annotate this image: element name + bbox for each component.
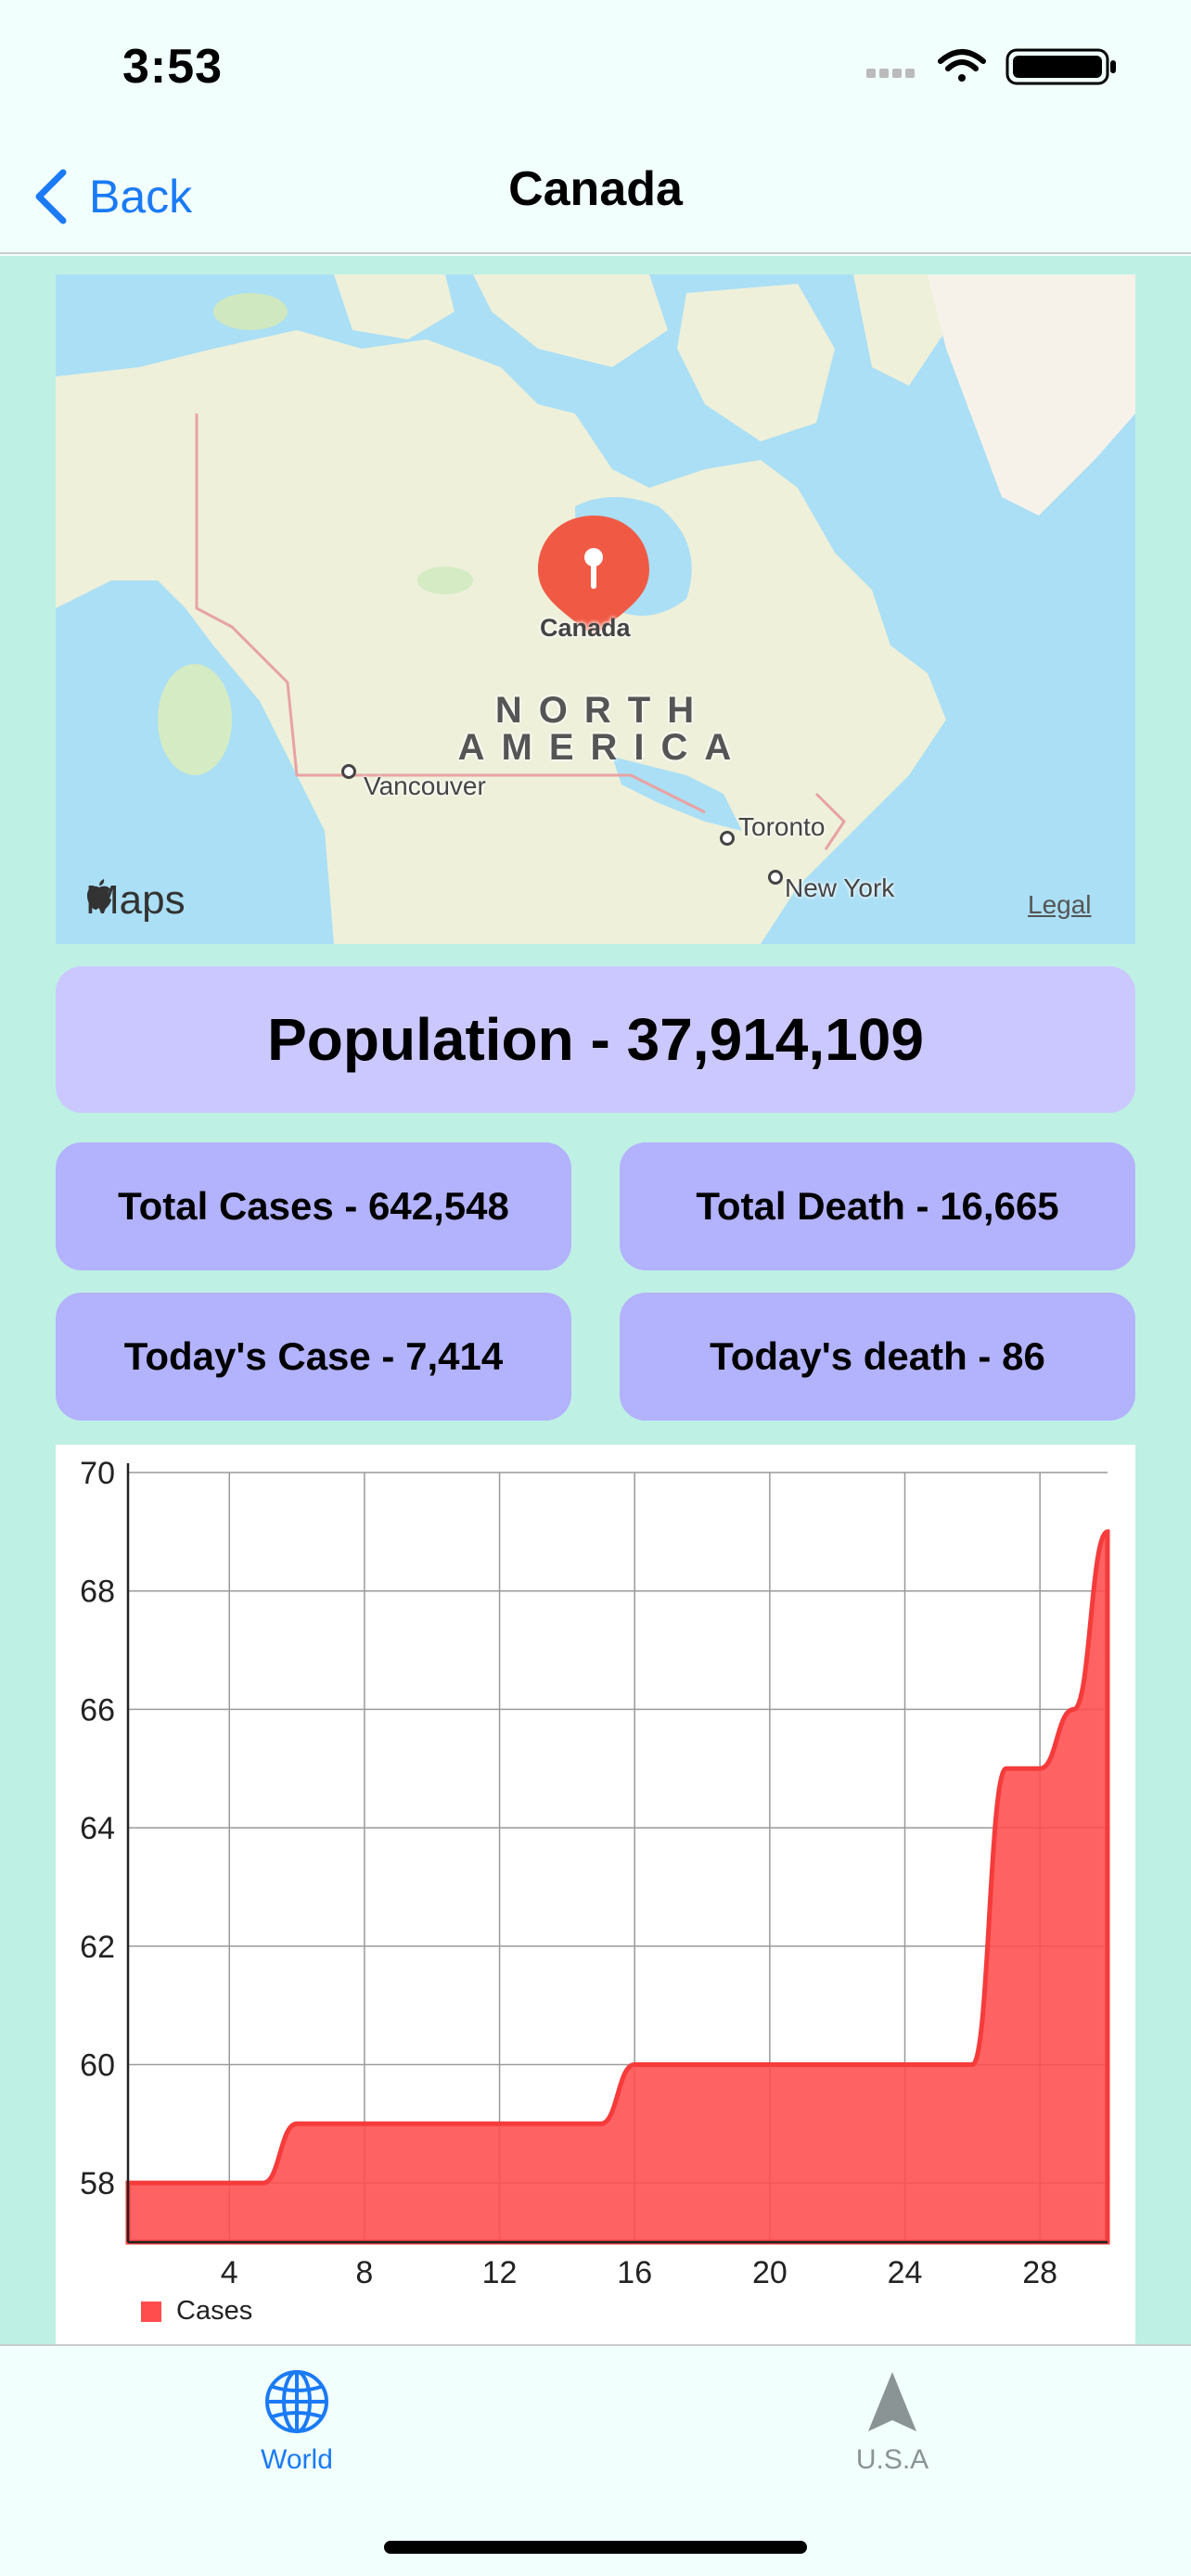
legal-link[interactable]: Legal <box>1028 890 1092 919</box>
x-tick-label: 16 <box>617 2255 652 2290</box>
battery-icon <box>1005 48 1116 85</box>
city-label-toronto: Toronto <box>738 812 826 841</box>
legend-label: Cases <box>176 2296 253 2326</box>
country-detail: Canada NORTH AMERICA Vancouver Toronto N… <box>0 256 1191 2344</box>
tab-usa[interactable]: U.S.A <box>781 2368 1004 2498</box>
location-arrow-icon <box>868 2372 916 2431</box>
x-tick-label: 28 <box>1022 2255 1057 2290</box>
city-dot-new-york <box>768 870 783 885</box>
population-card: Population - 37,914,109 <box>56 966 1135 1113</box>
city-label-new-york: New York <box>785 874 895 902</box>
tab-world[interactable]: World <box>186 2368 408 2498</box>
back-button[interactable]: Back <box>32 159 192 234</box>
globe-icon <box>265 2370 328 2433</box>
x-tick-label: 20 <box>752 2255 788 2290</box>
x-tick-label: 8 <box>355 2255 373 2290</box>
page-title: Canada <box>508 162 683 216</box>
apple-logo-icon <box>87 879 111 910</box>
city-label-vancouver: Vancouver <box>364 772 486 800</box>
legend-swatch <box>141 2301 161 2322</box>
maps-logo: Maps <box>85 877 186 924</box>
series-area-cases <box>125 1529 1110 2245</box>
todays-death-card: Today's death - 86 <box>620 1293 1135 1421</box>
location-pin-icon <box>538 516 649 636</box>
home-indicator <box>384 2541 807 2554</box>
status-bar: 3:53 <box>0 0 1191 139</box>
status-icons <box>866 48 1116 85</box>
city-dot-vancouver <box>341 764 356 779</box>
status-time: 3:53 <box>122 40 224 94</box>
total-death-card: Total Death - 16,665 <box>620 1142 1135 1270</box>
y-tick-label: 66 <box>80 1692 115 1728</box>
y-tick-label: 68 <box>80 1575 115 1610</box>
tab-usa-label: U.S.A <box>855 2444 929 2475</box>
x-tick-label: 12 <box>482 2255 518 2290</box>
map-region-line1: NORTH <box>494 690 711 731</box>
x-tick-label: 24 <box>888 2255 923 2290</box>
cases-chart-svg: 4 8 12 16 20 24 28 58 60 62 64 66 68 70 <box>80 1456 1110 2290</box>
x-tick-label: 4 <box>221 2255 238 2290</box>
chart-legend: Cases <box>141 2296 252 2327</box>
tab-world-label: World <box>261 2444 333 2475</box>
y-tick-label: 58 <box>80 2166 115 2201</box>
total-cases-card: Total Cases - 642,548 <box>56 1142 571 1270</box>
cases-chart[interactable]: 4 8 12 16 20 24 28 58 60 62 64 66 68 70 Cases <box>56 1445 1135 2344</box>
map-pin-label: Canada <box>540 614 631 642</box>
todays-case-card: Today's Case - 7,414 <box>56 1293 571 1421</box>
map-graphic <box>56 274 1135 944</box>
map-view[interactable]: Canada NORTH AMERICA Vancouver Toronto N… <box>56 274 1135 944</box>
wifi-icon <box>938 49 986 82</box>
y-tick-label: 62 <box>80 1930 115 1965</box>
chevron-left-icon <box>35 169 67 224</box>
city-dot-toronto <box>720 831 735 846</box>
tab-bar: World U.S.A <box>0 2344 1191 2576</box>
y-tick-label: 64 <box>80 1811 115 1846</box>
y-tick-label: 70 <box>80 1456 115 1491</box>
map-region-line2: AMERICA <box>457 727 749 768</box>
back-label: Back <box>89 171 193 223</box>
y-tick-label: 60 <box>80 2047 115 2083</box>
cellular-signal-icon <box>866 69 915 78</box>
navigation-bar: Back Canada <box>0 139 1191 254</box>
